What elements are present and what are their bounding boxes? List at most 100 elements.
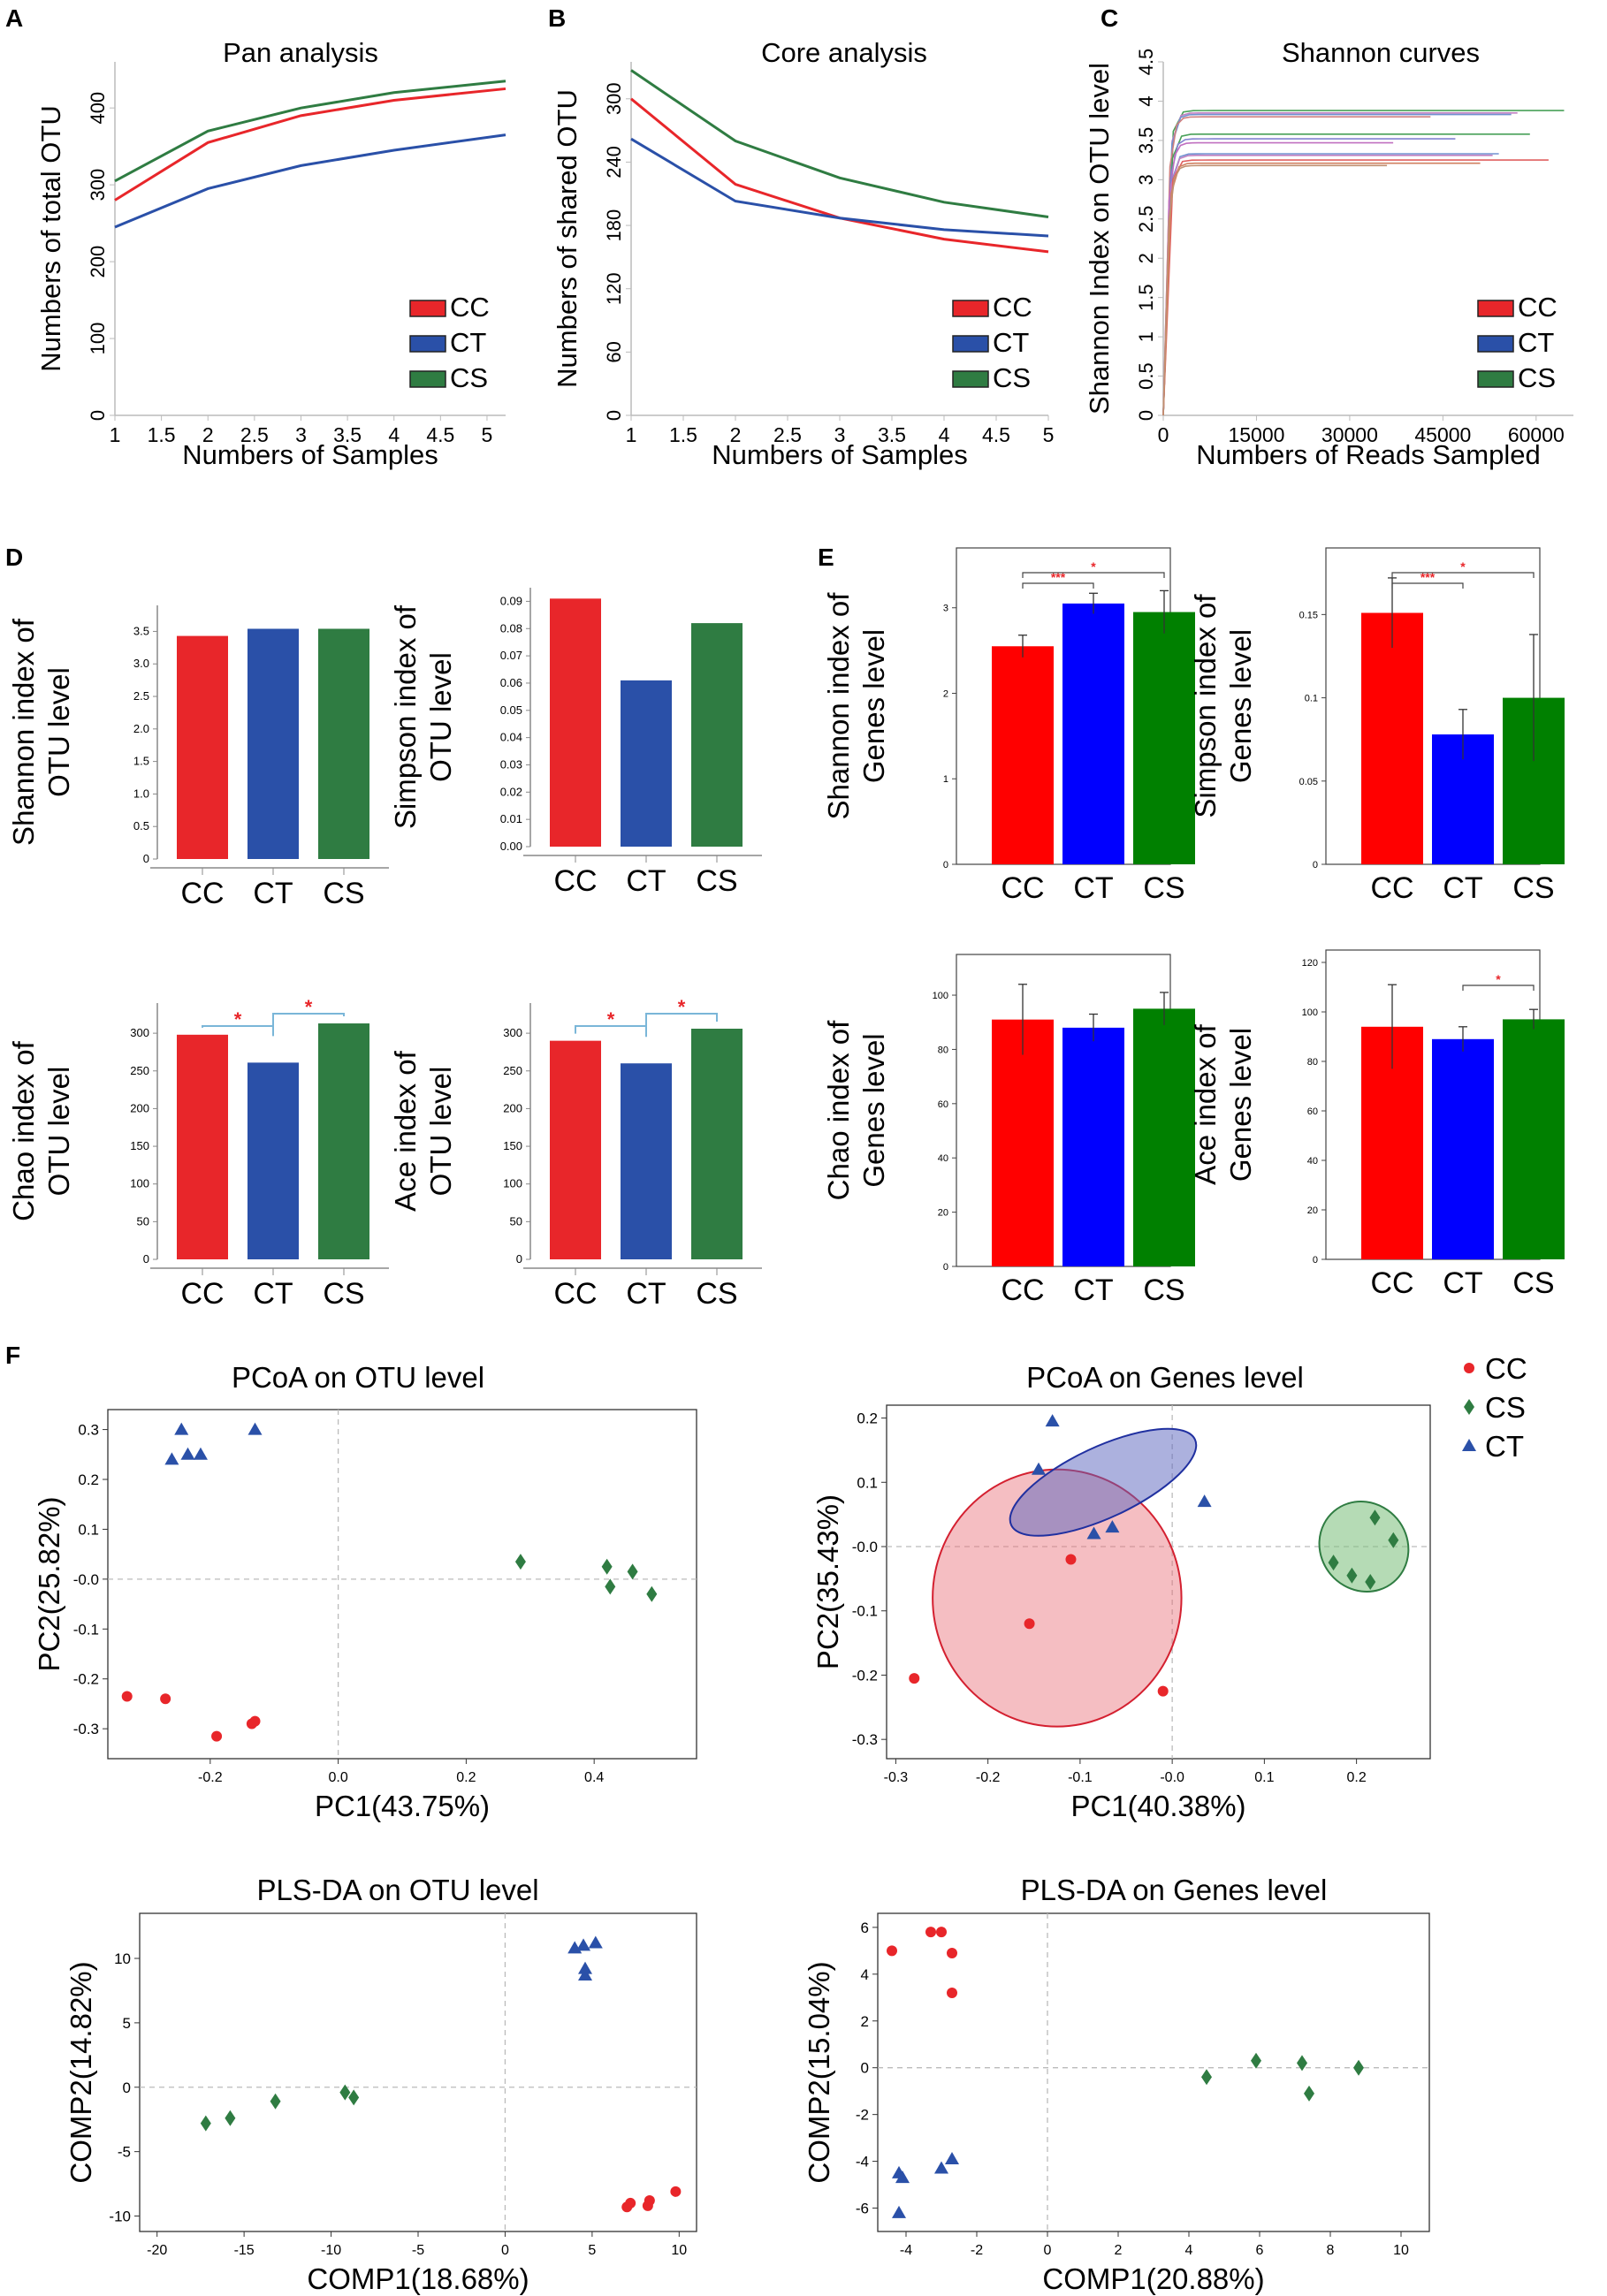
bar-ct [1062,603,1124,864]
y-tick-label: 0.04 [500,731,522,744]
rarefaction-curve [1162,162,1481,416]
x-axis-label: PC1(43.75%) [315,1790,490,1822]
y-tick-label: -0.1 [852,1603,878,1620]
point-ct [1045,1414,1060,1427]
sig-label: * [678,996,686,1018]
y-tick-label: 240 [603,146,625,179]
x-tick-label: -0.3 [884,1770,909,1785]
y-tick-label: 2 [861,2013,869,2030]
y-tick-label: 0.05 [500,703,522,717]
panel-label-a: A [5,4,23,32]
point-cs [1346,1567,1358,1584]
x-tick-label: 1.5 [148,423,176,446]
x-category-label: CS [323,877,364,910]
x-tick-label: 0 [1158,423,1169,446]
x-tick-label: 6 [1256,2243,1264,2258]
y-tick-label: 0 [123,2079,131,2096]
point-ct [193,1447,208,1460]
point-ct [578,1961,592,1974]
bar-cs [691,623,743,847]
x-category-label: CT [253,877,293,910]
panel-label-f: F [5,1342,20,1369]
y-tick-label: 300 [603,82,625,115]
x-axis-label: Numbers of Reads Sampled [1196,439,1540,470]
y-tick-label: 0 [943,1262,948,1273]
legend-marker-ct [1462,1439,1476,1451]
panel-label-b: B [548,4,566,32]
x-tick-label: -15 [234,2243,255,2258]
y-tick-label: 0 [1313,860,1318,871]
sig-label: * [607,1008,615,1030]
rarefaction-curve [1162,141,1394,416]
x-tick-label: 0.1 [1254,1770,1274,1785]
series-line-cs [114,80,506,183]
chart-pcoa_genes: PCoA on Genes level -0.3 -0.2 -0.1 -0.0 0.1 0.… [811,1352,1527,1822]
point-cs [348,2089,360,2106]
point-cs [1304,2085,1314,2102]
x-tick-label: 10 [671,2243,687,2258]
y-tick-label: -2 [856,2107,869,2124]
x-tick-label: 0 [1044,2243,1052,2258]
bar-cs [318,1023,369,1259]
legend-label-cc: CC [450,292,490,323]
y-tick-label: -5 [118,2144,131,2161]
bar-ct [1062,1027,1124,1266]
sig-bracket [202,1025,274,1037]
point-cc [887,1945,897,1957]
point-cc [670,2186,682,2197]
legend-label-cc: CC [993,292,1032,323]
point-cc [947,1988,957,1998]
y-tick-label: -0.0 [73,1571,99,1588]
chart-core: Core analysis 1 1.5 2 2.5 3 3.5 4 4.5 5 0 60 120 180 2… [552,37,1054,470]
x-tick-label: 2 [730,423,742,446]
y-tick-label: -0.1 [73,1621,99,1638]
chart-title: Core analysis [761,37,927,68]
y-tick-label: 400 [87,92,109,125]
panel-label-d: D [5,544,23,571]
chart-title: PCoA on OTU level [232,1361,484,1394]
x-category-label: CC [553,864,597,898]
x-tick-label: -0.2 [976,1770,1001,1785]
bar-cc [177,635,228,859]
y-tick-label: 3 [943,604,948,614]
point-cs [1201,2069,1212,2086]
y-tick-label: 0 [516,1252,522,1266]
x-tick-label: 0.2 [456,1770,476,1785]
legend-swatch-cc [952,300,989,317]
y-tick-label: 80 [1307,1057,1318,1068]
panel-label-e: E [818,544,834,571]
ellipse-ct [1009,1427,1198,1537]
x-tick-label: 3 [834,423,846,446]
x-tick-label: 2.5 [773,423,802,446]
y-tick-label: 0.5 [133,819,149,832]
y-tick-label: 250 [503,1064,522,1077]
x-tick-label: 1 [626,423,637,446]
y-tick-label: 3.5 [133,624,149,637]
y-tick-label: 1.0 [133,787,149,800]
point-cc [625,2197,636,2209]
y-tick-label: 2.0 [133,722,149,735]
y-tick-label: 0.02 [500,785,522,798]
chart-title: Pan analysis [223,37,378,68]
point-cs [1388,1532,1399,1548]
point-cc [925,1927,936,1938]
legend-label-cs: CS [1485,1391,1526,1424]
y-tick-label: 100 [503,1177,522,1190]
x-axis-label: Numbers of Samples [182,439,438,470]
point-cc [936,1927,947,1938]
x-category-label: CS [1143,871,1184,905]
chart-d_ace: 0 50 100 150 200 250 300 CC CT CS * * Ace index of OT… [389,996,762,1311]
y-tick-label: 0 [143,1252,149,1266]
y-tick-label: -4 [856,2154,869,2171]
x-tick-label: 5 [1043,423,1055,446]
point-cc [211,1730,223,1742]
point-ct [892,2205,906,2218]
y-axis-label: Simpson index of [1189,594,1222,818]
plot-frame [139,1912,697,2232]
sig-bracket [272,1013,345,1026]
legend-swatch-cs [409,370,446,388]
y-tick-label: 60 [603,341,625,362]
y-tick-label: 0.00 [500,840,522,853]
point-cs [601,1558,613,1575]
